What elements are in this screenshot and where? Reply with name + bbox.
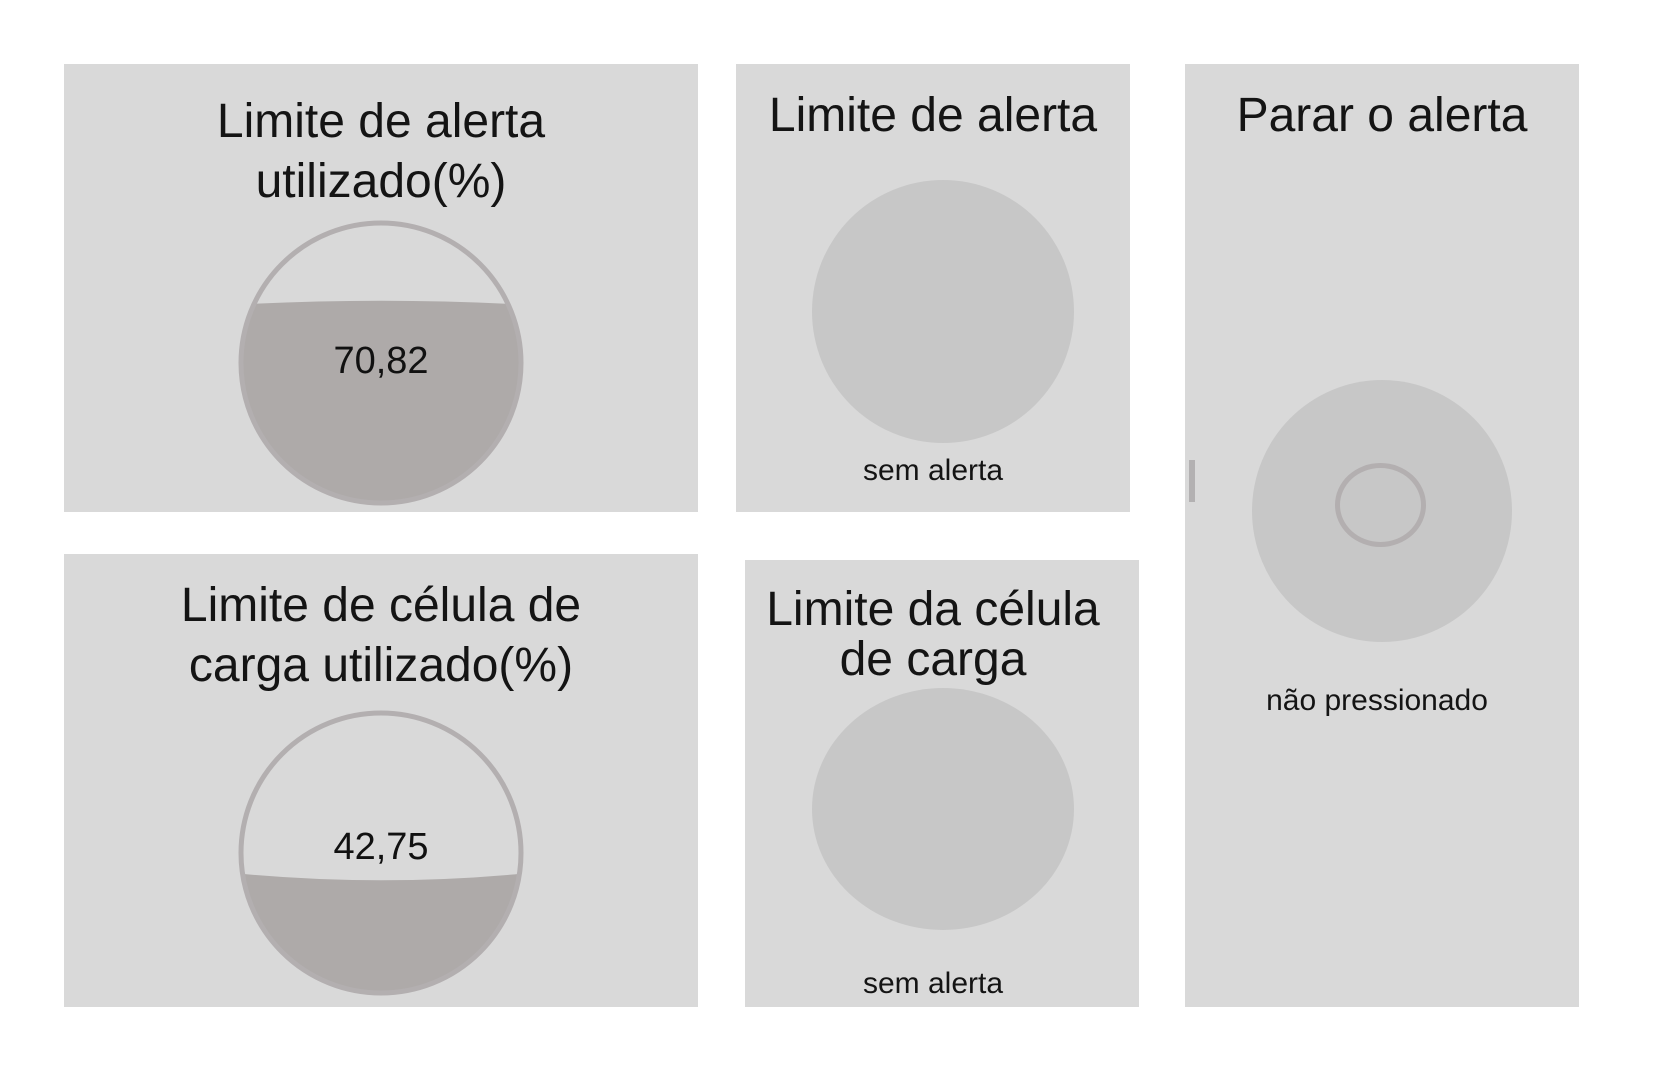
load-cell-used-panel: Limite de célula de carga utilizado(%) 4… (64, 554, 698, 1007)
load-cell-used-value: 42,75 (333, 826, 429, 868)
alert-used-value: 70,82 (333, 340, 429, 382)
alert-used-panel: Limite de alerta utilizado(%) 70,82 (64, 64, 698, 512)
alert-limit-status: sem alerta (862, 454, 1004, 487)
resize-handle[interactable] (1189, 460, 1195, 502)
load-cell-limit-panel: Limite da célula de carga sem alerta (745, 560, 1139, 1007)
alert-limit-panel: Limite de alerta sem alerta (736, 64, 1130, 512)
alert-used-gauge (238, 220, 524, 506)
alert-limit-indicator-lamp (812, 180, 1074, 443)
load-cell-used-title-line1: Limite de célula de (180, 579, 582, 632)
load-cell-used-gauge (238, 710, 524, 996)
alert-used-title-line2: utilizado(%) (255, 155, 507, 208)
stop-alert-button-ring (1335, 463, 1426, 547)
alert-used-title-line1: Limite de alerta (216, 95, 546, 148)
stop-alert-title: Parar o alerta (1236, 89, 1528, 142)
stop-alert-panel: Parar o alerta não pressionado (1185, 64, 1579, 1007)
load-cell-limit-status: sem alerta (862, 967, 1004, 1000)
stop-alert-button[interactable] (1252, 380, 1512, 642)
alert-limit-title: Limite de alerta (768, 89, 1098, 142)
load-cell-limit-title-line1: Limite da célula (766, 583, 1100, 636)
load-cell-used-gauge-ring (238, 710, 524, 996)
load-cell-limit-title-line2: de carga (839, 633, 1027, 686)
alert-used-gauge-ring (238, 220, 524, 506)
load-cell-limit-indicator-lamp (812, 688, 1074, 930)
alert-used-gauge-fill (241, 300, 521, 503)
load-cell-used-title-line2: carga utilizado(%) (188, 639, 574, 692)
load-cell-used-gauge-fill (241, 873, 521, 993)
stop-alert-status: não pressionado (1266, 684, 1488, 717)
